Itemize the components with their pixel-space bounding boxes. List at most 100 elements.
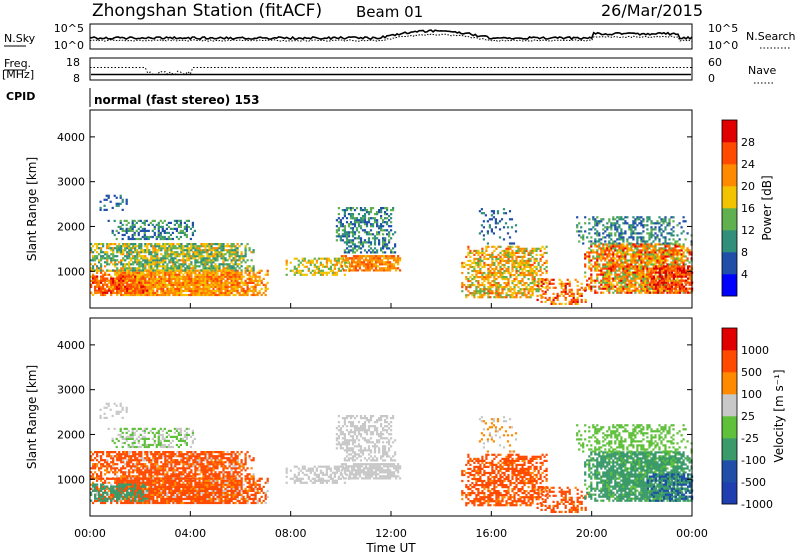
power-cell [380, 223, 383, 226]
power-cell [656, 261, 659, 264]
power-cell [662, 277, 665, 280]
power-cell [622, 289, 625, 292]
power-cell [540, 282, 543, 285]
power-cell [682, 243, 685, 246]
power-cell [584, 298, 587, 301]
power-cell [499, 284, 502, 287]
power-cell [232, 289, 235, 293]
power-cell [576, 284, 579, 287]
power-cell [370, 267, 374, 270]
power-cell [107, 219, 110, 222]
power-cell [503, 278, 506, 281]
power-cell [650, 275, 654, 278]
power-cell [166, 279, 169, 282]
power-cell [218, 247, 221, 250]
nsky-line [89, 29, 693, 41]
power-cell [680, 226, 683, 229]
power-cell [154, 247, 157, 250]
power-cell [94, 279, 97, 282]
power-cell [511, 294, 514, 297]
power-cell [168, 289, 171, 293]
power-cell [650, 253, 653, 256]
power-cell [196, 269, 199, 272]
power-cell [196, 265, 199, 268]
power-cell [399, 259, 402, 262]
power-cell [124, 279, 127, 282]
power-cell [626, 283, 629, 286]
power-cell [232, 263, 235, 266]
power-cell [652, 234, 655, 237]
power-cell [533, 261, 536, 265]
power-cell [473, 269, 476, 273]
power-cell [491, 245, 494, 248]
power-cell [606, 265, 609, 268]
power-cell [138, 289, 141, 293]
power-cell [628, 285, 631, 288]
power-cell [170, 251, 173, 254]
power-cell [576, 292, 579, 295]
power-cell [297, 271, 300, 274]
power-cell [311, 261, 314, 264]
power-cell [126, 285, 129, 288]
power-cell [349, 215, 353, 218]
power-cell [376, 223, 379, 226]
power-cell [471, 274, 474, 277]
power-cell [622, 240, 625, 243]
power-cell [363, 207, 367, 210]
power-cell [493, 296, 496, 299]
power-cell [664, 283, 667, 286]
power-cell [293, 271, 296, 274]
power-cell [119, 227, 122, 230]
power-cell [102, 289, 105, 293]
power-cell [143, 233, 146, 237]
power-cell [222, 287, 225, 290]
power-cell [100, 269, 103, 272]
power-cell [167, 225, 170, 228]
power-cell [234, 255, 237, 258]
power-cell [192, 255, 195, 258]
power-cell [152, 257, 155, 260]
power-cell [190, 269, 193, 272]
power-cell [192, 245, 195, 248]
power-cell [533, 288, 536, 291]
power-cell [672, 267, 675, 270]
power-cell [501, 257, 504, 260]
power-cell [461, 263, 464, 267]
power-cell [481, 271, 484, 275]
noise-tick-left-top: 10^5 [54, 22, 84, 35]
power-cell [339, 219, 342, 222]
power-cell [608, 220, 611, 223]
power-cell [210, 293, 213, 297]
power-cell [206, 279, 209, 282]
power-cell [214, 285, 217, 288]
power-cell [246, 287, 249, 290]
power-cell [355, 217, 359, 220]
power-cell [624, 287, 627, 290]
power-cell [112, 291, 115, 295]
power-cell [376, 237, 379, 240]
power-cell [632, 226, 635, 229]
power-cell [644, 285, 647, 288]
power-cell [214, 269, 217, 272]
power-cell [152, 277, 155, 280]
power-cell [608, 275, 611, 278]
power-cell [626, 265, 629, 268]
power-cell [357, 213, 361, 216]
power-cell [686, 279, 689, 282]
power-cell [650, 251, 653, 254]
power-cell [624, 279, 627, 282]
power-cell [656, 259, 659, 262]
power-cell [477, 269, 480, 273]
power-cell [473, 296, 476, 299]
power-cell [351, 233, 355, 236]
power-cell [640, 224, 643, 227]
power-cell [683, 269, 686, 272]
power-cell [230, 291, 233, 295]
power-cell [378, 227, 381, 230]
power-cell [487, 290, 490, 293]
power-cell [529, 257, 532, 260]
power-cell [214, 253, 217, 256]
power-cell [598, 247, 601, 250]
power-cell [648, 243, 651, 246]
power-cell [172, 283, 175, 286]
